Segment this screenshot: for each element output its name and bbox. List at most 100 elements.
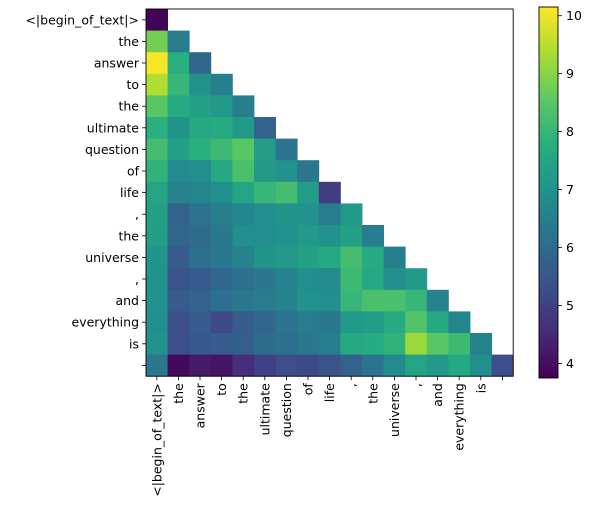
- heatmap-cell-r11-c11: [383, 246, 406, 269]
- heatmap-cell-r16-c10: [362, 354, 384, 377]
- heatmap-cell-r13-c4: [232, 289, 255, 312]
- y-tick-label-10: the: [118, 228, 139, 243]
- heatmap-cell-r12-c2: [189, 268, 212, 291]
- heatmap-cell-r12-c3: [210, 268, 233, 291]
- heatmap-cell-r14-c6: [275, 311, 298, 334]
- heatmap-cell-r5-c5: [254, 117, 276, 139]
- heatmap-cell-r14-c12: [405, 311, 428, 334]
- heatmap-cell-r10-c4: [232, 225, 255, 247]
- heatmap-cell-r15-c0: [146, 333, 168, 355]
- heatmap-cell-r8-c8: [318, 181, 341, 204]
- heatmap-cell-r15-c11: [383, 333, 406, 355]
- heatmap-cell-r13-c12: [405, 289, 428, 312]
- heatmap-cell-r16-c9: [340, 354, 363, 377]
- heatmap-cell-r13-c0: [146, 289, 168, 312]
- heatmap-cell-r4-c4: [232, 95, 255, 118]
- heatmap-cell-r16-c11: [383, 354, 406, 377]
- x-tick-label-10: the: [365, 383, 380, 404]
- heatmap-cell-r5-c0: [146, 117, 168, 139]
- heatmap-cell-r14-c11: [383, 311, 406, 334]
- y-tick-label-0: <|begin_of_text|>: [25, 12, 139, 27]
- heatmap-cell-r13-c9: [340, 289, 363, 312]
- heatmap-cell-r14-c7: [297, 311, 320, 334]
- heatmap-cell-r10-c3: [210, 225, 233, 247]
- heatmap-cell-r9-c3: [210, 203, 233, 226]
- heatmap-cell-r14-c0: [146, 311, 168, 334]
- heatmap-cell-r10-c6: [275, 225, 298, 247]
- colorbar-tick-label-1: 5: [566, 298, 574, 313]
- heatmap-cell-r15-c8: [318, 333, 341, 355]
- heatmap-cell-r12-c0: [146, 268, 168, 291]
- colorbar-tick-label-2: 6: [566, 240, 574, 255]
- heatmap-cell-r9-c2: [189, 203, 212, 226]
- heatmap-cell-r6-c4: [232, 138, 255, 161]
- heatmap-cell-r11-c3: [210, 246, 233, 269]
- heatmap-cell-r16-c13: [426, 354, 449, 377]
- heatmap-cell-r11-c9: [340, 246, 363, 269]
- heatmap-cell-r9-c1: [167, 203, 190, 226]
- heatmap-cell-r4-c0: [146, 95, 168, 118]
- heatmap-cell-r10-c1: [167, 225, 190, 247]
- x-tick-label-11: universe: [387, 383, 402, 437]
- heatmap-cell-r9-c5: [254, 203, 276, 226]
- x-tick-label-12: ,: [409, 383, 424, 387]
- heatmap-cell-r16-c14: [448, 354, 471, 377]
- heatmap-cell-r4-c2: [189, 95, 212, 118]
- heatmap-cell-r16-c6: [275, 354, 298, 377]
- heatmap-cell-r1-c1: [167, 30, 190, 53]
- heatmap-cell-r4-c3: [210, 95, 233, 118]
- y-tick-label-2: answer: [94, 56, 140, 71]
- heatmap-cell-r8-c1: [167, 181, 190, 204]
- colorbar-tick-label-3: 7: [566, 182, 574, 197]
- heatmap-cell-r14-c10: [362, 311, 384, 334]
- heatmap-cell-r8-c2: [189, 181, 212, 204]
- heatmap-cell-r15-c7: [297, 333, 320, 355]
- heatmap-cell-r15-c2: [189, 333, 212, 355]
- heatmap-cell-r3-c3: [210, 73, 233, 96]
- heatmap-cell-r8-c6: [275, 181, 298, 204]
- y-tick-label-15: is: [129, 336, 139, 351]
- heatmap-cell-r16-c5: [254, 354, 276, 377]
- heatmap-cell-r7-c4: [232, 160, 255, 183]
- heatmap-cells: [146, 9, 514, 377]
- heatmap-cell-r12-c12: [405, 268, 428, 291]
- heatmap-cell-r11-c2: [189, 246, 212, 269]
- heatmap-cell-r10-c10: [362, 225, 384, 247]
- heatmap-cell-r9-c0: [146, 203, 168, 226]
- y-tick-label-11: universe: [85, 250, 139, 265]
- heatmap-cell-r11-c4: [232, 246, 255, 269]
- y-tick-labels: <|begin_of_text|>the answer to the ultimate q…: [25, 12, 139, 351]
- y-tick-label-3: to: [126, 77, 139, 92]
- heatmap-cell-r16-c8: [318, 354, 341, 377]
- heatmap-cell-r16-c3: [210, 354, 233, 377]
- heatmap-cell-r16-c1: [167, 354, 190, 377]
- heatmap-cell-r15-c3: [210, 333, 233, 355]
- heatmap-cell-r14-c5: [254, 311, 276, 334]
- heatmap-cell-r14-c3: [210, 311, 233, 334]
- heatmap-cell-r10-c0: [146, 225, 168, 247]
- heatmap-cell-r14-c14: [448, 311, 471, 334]
- heatmap-cell-r7-c7: [297, 160, 320, 183]
- heatmap-cell-r13-c1: [167, 289, 190, 312]
- heatmap-cell-r15-c4: [232, 333, 255, 355]
- heatmap-cell-r9-c7: [297, 203, 320, 226]
- heatmap-cell-r5-c3: [210, 117, 233, 139]
- heatmap-cell-r2-c1: [167, 52, 190, 75]
- heatmap-cell-r10-c7: [297, 225, 320, 247]
- heatmap-cell-r13-c8: [318, 289, 341, 312]
- heatmap-cell-r15-c9: [340, 333, 363, 355]
- heatmap-cell-r13-c11: [383, 289, 406, 312]
- y-tick-label-14: everything: [72, 315, 139, 330]
- colorbar-tick-label-4: 8: [566, 124, 574, 139]
- y-tick-label-5: ultimate: [87, 120, 140, 135]
- heatmap-cell-r13-c6: [275, 289, 298, 312]
- heatmap-cell-r3-c0: [146, 73, 168, 96]
- heatmap-cell-r9-c6: [275, 203, 298, 226]
- y-tick-label-4: the: [118, 99, 139, 114]
- heatmap-cell-r15-c12: [405, 333, 428, 355]
- heatmap-cell-r8-c4: [232, 181, 255, 204]
- heatmap-cell-r14-c8: [318, 311, 341, 334]
- heatmap-cell-r16-c12: [405, 354, 428, 377]
- x-tick-label-2: answer: [193, 382, 208, 428]
- heatmap-cell-r15-c13: [426, 333, 449, 355]
